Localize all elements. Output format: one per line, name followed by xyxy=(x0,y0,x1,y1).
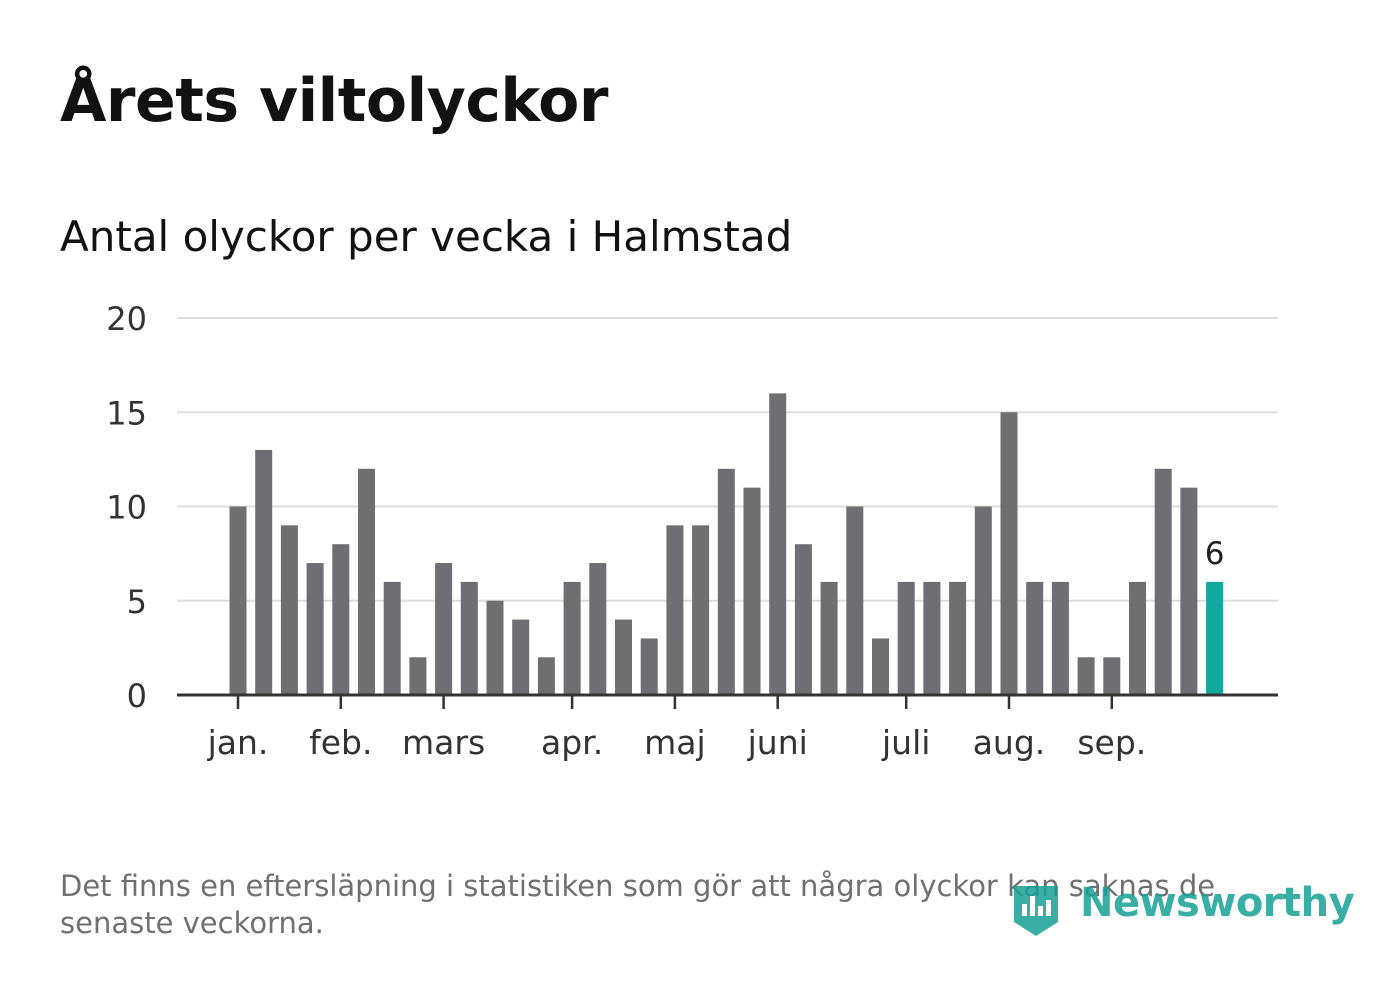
bar xyxy=(409,657,427,695)
x-tick-label: juli xyxy=(881,723,930,762)
bar xyxy=(1000,412,1018,695)
bar xyxy=(332,544,350,695)
bar xyxy=(846,506,864,695)
x-tick-label: jan. xyxy=(207,723,269,762)
bar-highlight xyxy=(1206,581,1224,695)
bar xyxy=(537,657,555,695)
x-tick-label: sep. xyxy=(1077,723,1146,762)
labels: 0 5 10 15 20 6 jan. feb. mars apr. maj juni juli aug.… xyxy=(106,300,1224,762)
bar xyxy=(435,563,453,695)
x-tick-label: aug. xyxy=(973,723,1046,762)
bar xyxy=(1154,468,1172,695)
bar xyxy=(486,600,504,695)
x-tick-label: feb. xyxy=(309,723,372,762)
bar xyxy=(1180,487,1198,695)
bar xyxy=(1077,657,1095,695)
x-tick-label: mars xyxy=(402,723,485,762)
bar xyxy=(460,581,478,695)
bar xyxy=(280,525,298,695)
bar xyxy=(769,393,787,695)
bar xyxy=(306,563,324,695)
bar xyxy=(923,581,941,695)
bar xyxy=(383,581,401,695)
y-tick-label: 10 xyxy=(106,489,147,527)
bar xyxy=(692,525,710,695)
x-tick-label: juni xyxy=(747,723,808,762)
bar xyxy=(1051,581,1069,695)
bar xyxy=(974,506,992,695)
bar xyxy=(743,487,761,695)
x-tick-label: maj xyxy=(644,723,706,762)
bar xyxy=(255,449,273,695)
bars xyxy=(229,393,1224,695)
bar xyxy=(229,506,247,695)
x-tick-label: apr. xyxy=(541,723,603,762)
bar xyxy=(1129,581,1146,695)
y-tick-label: 5 xyxy=(127,583,147,621)
bar xyxy=(717,468,735,695)
newsworthy-logo-icon xyxy=(1014,886,1058,936)
y-tick-label: 20 xyxy=(106,300,147,338)
chart-subtitle: Antal olyckor per vecka i Halmstad xyxy=(60,212,793,261)
bar xyxy=(640,638,658,695)
bar xyxy=(1026,581,1044,695)
y-tick-label: 15 xyxy=(106,394,147,432)
bar xyxy=(512,619,530,695)
bar xyxy=(897,581,915,695)
bar xyxy=(615,619,632,695)
bar xyxy=(1103,657,1121,695)
bar xyxy=(358,468,375,695)
bar xyxy=(872,638,889,695)
bar xyxy=(949,581,967,695)
bar xyxy=(666,525,684,695)
newsworthy-logo: Newsworthy xyxy=(1010,878,1355,942)
chart-title: Årets viltolyckor xyxy=(60,66,609,136)
bar xyxy=(820,581,838,695)
bar xyxy=(794,544,812,695)
bar xyxy=(589,563,607,695)
bar xyxy=(563,581,581,695)
last-value-label: 6 xyxy=(1205,536,1225,572)
x-axis xyxy=(177,693,1278,709)
y-tick-label: 0 xyxy=(127,677,147,715)
logo-text: Newsworthy xyxy=(1080,880,1355,926)
